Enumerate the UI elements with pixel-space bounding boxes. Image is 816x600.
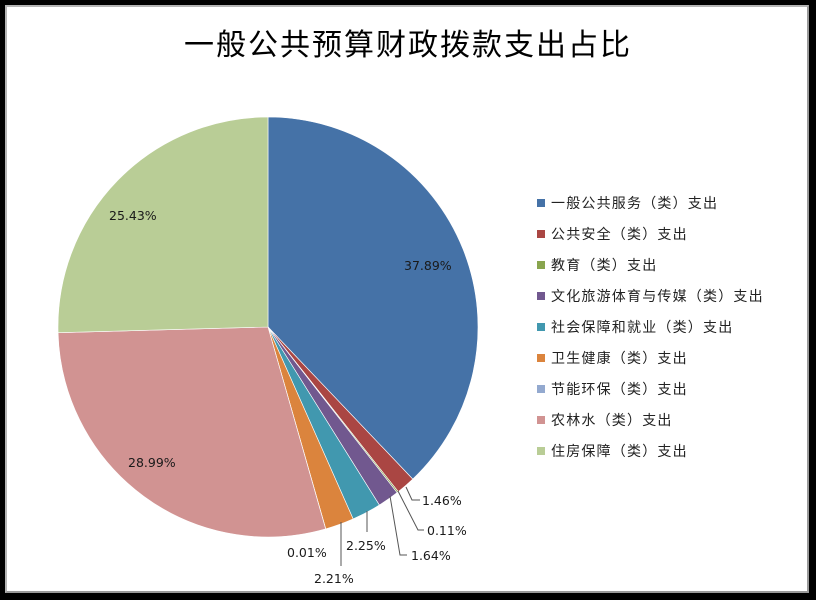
legend-item-health: 卫生健康（类）支出 <box>537 348 688 368</box>
data-label-social-security: 2.25% <box>346 538 386 553</box>
legend-label: 卫生健康（类）支出 <box>551 351 688 367</box>
legend-swatch-icon <box>537 323 545 331</box>
legend-item-public-security: 公共安全（类）支出 <box>537 224 688 244</box>
legend-item-housing: 住房保障（类）支出 <box>537 441 688 461</box>
pie-slice <box>267 116 479 480</box>
legend-swatch-icon <box>537 385 545 393</box>
legend-swatch-icon <box>537 354 545 362</box>
legend-swatch-icon <box>537 447 545 455</box>
chart-title: 一般公共预算财政拨款支出占比 <box>184 28 632 63</box>
data-label-culture: 1.64% <box>411 548 451 563</box>
legend-item-education: 教育（类）支出 <box>537 255 657 275</box>
data-labels: 37.89% 1.46% 0.11% 1.64% 2.25% 2.21% 0.0… <box>109 208 467 586</box>
pie-slice <box>57 116 269 334</box>
legend-label: 住房保障（类）支出 <box>551 444 688 460</box>
pie-slices <box>57 116 479 538</box>
leader-line-1-64 <box>389 495 407 556</box>
legend-swatch-icon <box>537 416 545 424</box>
legend-swatch-icon <box>537 199 545 207</box>
leader-line-1-46 <box>405 486 420 501</box>
legend-swatch-icon <box>537 261 545 269</box>
pie-slice <box>57 326 327 538</box>
legend-swatch-icon <box>537 230 545 238</box>
legend-item-social-security: 社会保障和就业（类）支出 <box>537 317 733 337</box>
legend-swatch-icon <box>537 292 545 300</box>
data-label-education: 0.11% <box>427 523 467 538</box>
legend-item-general-services: 一般公共服务（类）支出 <box>537 193 718 213</box>
data-label-housing: 25.43% <box>109 208 157 223</box>
legend-label: 社会保障和就业（类）支出 <box>551 320 734 336</box>
legend-label: 公共安全（类）支出 <box>551 227 688 243</box>
legend-label: 文化旅游体育与传媒（类）支出 <box>551 289 764 305</box>
data-label-general-services: 37.89% <box>404 258 452 273</box>
data-label-agriculture: 28.99% <box>128 455 176 470</box>
leader-line-0-11 <box>397 490 424 531</box>
data-label-energy: 0.01% <box>287 545 327 560</box>
legend-label: 节能环保（类）支出 <box>551 382 688 398</box>
data-label-health: 2.21% <box>314 571 354 586</box>
legend-item-agriculture: 农林水（类）支出 <box>537 410 673 430</box>
legend-label: 一般公共服务（类）支出 <box>551 196 719 212</box>
legend-item-culture: 文化旅游体育与传媒（类）支出 <box>537 286 764 306</box>
leader-lines <box>340 486 424 566</box>
legend-label: 教育（类）支出 <box>551 258 658 274</box>
legend-item-energy: 节能环保（类）支出 <box>537 379 688 399</box>
data-label-public-security: 1.46% <box>422 493 462 508</box>
legend-label: 农林水（类）支出 <box>551 413 673 429</box>
